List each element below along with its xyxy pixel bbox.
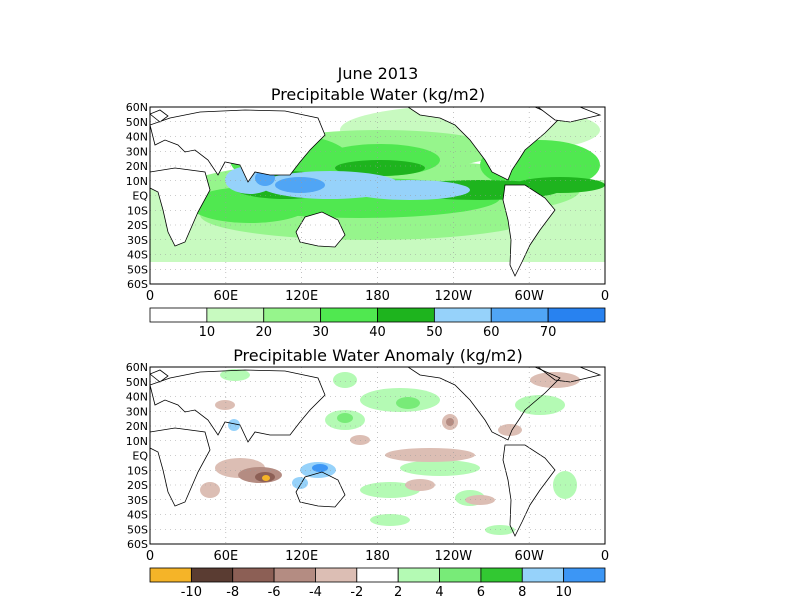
lon-label: 0 <box>146 289 154 304</box>
top-title-line1: June 2013 <box>337 64 419 83</box>
lat-label: 30N <box>126 405 148 418</box>
top-lon-labels: 0 60E 120E 180 120W 60W 0 <box>146 289 609 304</box>
top-colorbar: 10 20 30 40 50 60 70 <box>149 307 606 340</box>
colorbar-swatch <box>480 567 523 583</box>
colorbar-label: 10 <box>555 585 572 600</box>
colorbar-swatch <box>563 567 606 583</box>
colorbar-swatch <box>490 307 549 323</box>
colorbar-label: 70 <box>540 325 557 340</box>
bottom-frame <box>149 366 606 545</box>
colorbar-label: 10 <box>199 325 216 340</box>
lat-label: 60S <box>127 278 148 291</box>
bottom-title: Precipitable Water Anomaly (kg/m2) <box>233 346 523 365</box>
lat-label: 10N <box>126 435 148 448</box>
colorbar-label: -10 <box>181 585 202 600</box>
bottom-colorbar: -10 -8 -6 -4 -2 2 4 6 8 10 <box>149 567 606 600</box>
lon-label: 60E <box>213 289 238 304</box>
lat-label: 50N <box>126 116 148 129</box>
bottom-grid <box>150 367 605 544</box>
lon-label: 60W <box>514 289 544 304</box>
colorbar-swatch <box>263 307 322 323</box>
colorbar-label: 60 <box>483 325 500 340</box>
colorbar-swatch <box>190 567 234 583</box>
lat-label: 40N <box>126 391 148 404</box>
lat-label: 50S <box>127 263 148 276</box>
lat-label: 20S <box>127 219 148 232</box>
top-title-line2: Precipitable Water (kg/m2) <box>271 85 485 104</box>
colorbar-label: -4 <box>309 585 322 600</box>
lon-label: 0 <box>601 549 609 564</box>
colorbar-label: 50 <box>426 325 443 340</box>
lat-label: 60N <box>126 361 148 374</box>
lon-label: 120W <box>434 549 472 564</box>
lon-label: 60E <box>213 549 238 564</box>
colorbar-swatch <box>521 567 565 583</box>
colorbar-swatch <box>397 567 440 583</box>
lat-label: 10S <box>127 204 148 217</box>
colorbar-swatch <box>433 307 492 323</box>
lon-label: 120E <box>285 289 318 304</box>
colorbar-label: 40 <box>369 325 386 340</box>
colorbar-swatch <box>273 567 316 583</box>
lon-label: 180 <box>365 289 390 304</box>
bottom-lon-labels: 0 60E 120E 180 120W 60W 0 <box>146 549 609 564</box>
colorbar-swatch <box>320 307 378 323</box>
colorbar-swatch <box>315 567 358 583</box>
colorbar-label: 20 <box>255 325 272 340</box>
lon-label: 180 <box>365 549 390 564</box>
colorbar-swatch <box>377 307 435 323</box>
top-frame <box>149 106 606 285</box>
lat-label: 40S <box>127 509 148 522</box>
colorbar-swatch <box>206 307 265 323</box>
lon-label: 0 <box>146 549 154 564</box>
colorbar-swatch <box>232 567 275 583</box>
lon-label: 120E <box>285 549 318 564</box>
top-grid <box>150 107 605 284</box>
colorbar-swatch <box>547 307 606 323</box>
lat-label: 30S <box>127 494 148 507</box>
colorbar-label: -6 <box>268 585 281 600</box>
colorbar-swatch <box>149 567 192 583</box>
colorbar-label: 2 <box>394 585 402 600</box>
lat-label: EQ <box>132 190 148 203</box>
colorbar-label: 4 <box>435 585 443 600</box>
colorbar-swatch <box>149 307 208 323</box>
lat-label: 60S <box>127 538 148 551</box>
lat-label: 10N <box>126 175 148 188</box>
lat-label: 50S <box>127 523 148 536</box>
lon-label: 0 <box>601 289 609 304</box>
lat-label: 30N <box>126 145 148 158</box>
colorbar-label: 8 <box>518 585 526 600</box>
lat-label: 40N <box>126 131 148 144</box>
lat-label: 50N <box>126 376 148 389</box>
lat-label: 40S <box>127 249 148 262</box>
colorbar-label: -8 <box>226 585 239 600</box>
lon-label: 60W <box>514 549 544 564</box>
colorbar-label: -2 <box>350 585 363 600</box>
colorbar-swatch <box>439 567 482 583</box>
lon-label: 120W <box>434 289 472 304</box>
lat-label: 20N <box>126 420 148 433</box>
lat-label: 20N <box>126 160 148 173</box>
lat-label: 30S <box>127 234 148 247</box>
colorbar-label: 6 <box>477 585 485 600</box>
lat-label: EQ <box>132 450 148 463</box>
colorbar-swatch <box>356 567 399 583</box>
top-map <box>150 107 605 284</box>
lat-label: 10S <box>127 464 148 477</box>
colorbar-label: 30 <box>312 325 329 340</box>
lat-label: 20S <box>127 479 148 492</box>
lat-label: 60N <box>126 101 148 114</box>
